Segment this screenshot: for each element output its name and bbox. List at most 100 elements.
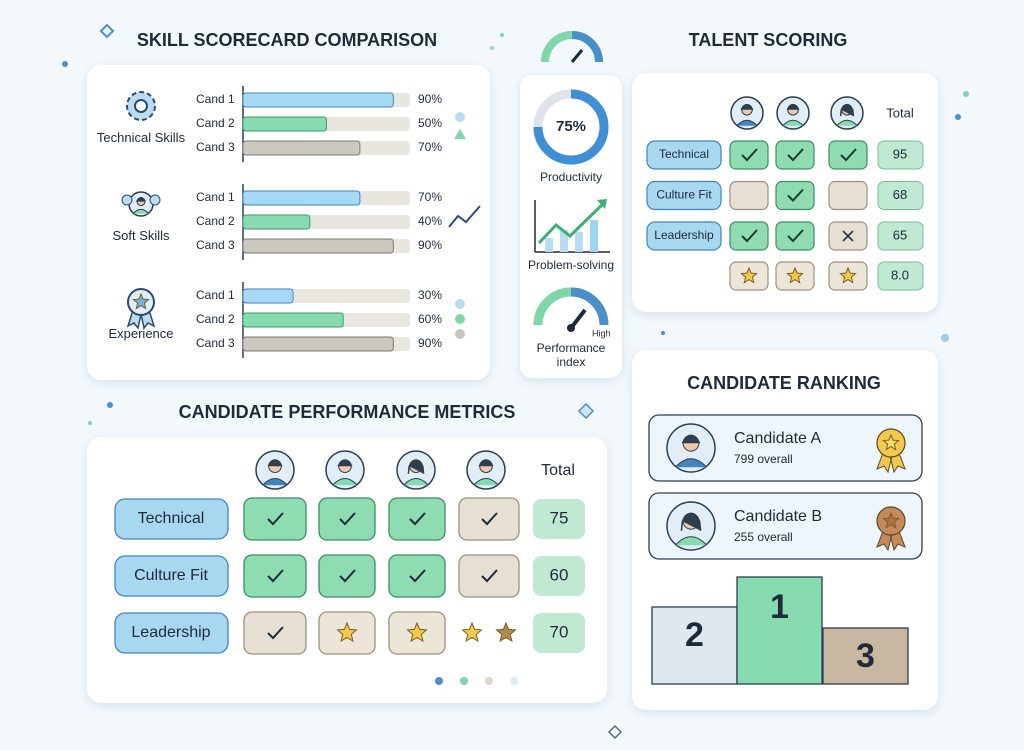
score-cell	[318, 554, 376, 598]
score-cell	[318, 497, 376, 541]
avatar-hair	[337, 459, 353, 467]
row-label: Technical	[659, 147, 709, 161]
top-gauge-icon	[541, 31, 603, 63]
check-icon	[787, 188, 804, 202]
avatar-hair	[681, 434, 701, 444]
group-label: Experience	[108, 326, 174, 341]
star-icon	[336, 621, 358, 643]
check-icon	[741, 148, 758, 162]
podium-block	[736, 576, 823, 685]
row-label: Technical	[138, 510, 205, 527]
group-label: Technical Skills	[96, 130, 186, 145]
check-icon	[267, 626, 284, 640]
row-pill	[646, 221, 722, 251]
value-label: 30%	[418, 288, 442, 302]
cross-icon	[842, 230, 854, 242]
check-icon	[840, 148, 857, 162]
gauge-level: High	[592, 328, 611, 338]
people-left	[121, 194, 133, 206]
problem-solving-icon	[534, 199, 610, 253]
check-icon	[267, 569, 284, 583]
candidate-name: Candidate B	[734, 508, 822, 525]
gear-hub	[134, 99, 148, 113]
total-cell	[877, 221, 924, 251]
score-cell	[729, 140, 769, 170]
star-icon	[740, 266, 758, 284]
value-label: 90%	[418, 336, 442, 350]
score-cell	[458, 554, 520, 598]
podium-place: 1	[770, 588, 789, 626]
avatar-body	[403, 478, 429, 486]
score-cell	[388, 497, 446, 541]
performance-gauge	[533, 287, 609, 332]
row-pill	[114, 555, 229, 597]
value-label: 40%	[418, 214, 442, 228]
star-icon	[406, 621, 428, 643]
score-cell	[828, 180, 868, 211]
metrics-title: CANDIDATE PERFORMANCE METRICS	[179, 402, 516, 422]
total-cell	[533, 556, 585, 596]
score-cell	[243, 497, 307, 541]
row-pill	[114, 498, 229, 540]
row-label: Cand 2	[196, 312, 235, 326]
check-icon	[339, 569, 356, 583]
total-cell	[533, 499, 585, 539]
row-pill	[646, 140, 722, 170]
check-icon	[267, 512, 284, 526]
star-icon	[495, 621, 517, 643]
row-label: Cand 1	[196, 288, 235, 302]
row-label: Cand 2	[196, 214, 235, 228]
check-icon	[787, 229, 804, 243]
avatar-body	[675, 458, 707, 468]
row-label: Cand 1	[196, 190, 235, 204]
row-label: Cand 3	[196, 238, 235, 252]
bar	[242, 116, 327, 132]
total-header: Total	[886, 105, 914, 120]
check-icon	[339, 512, 356, 526]
total-value: 60	[550, 565, 569, 584]
bar	[242, 312, 344, 328]
medal-ribbon	[876, 452, 906, 474]
row-label: Cand 2	[196, 116, 235, 130]
people-right	[149, 194, 161, 206]
candidate-card	[648, 414, 923, 482]
row-label: Culture Fit	[656, 188, 712, 202]
value-label: 90%	[418, 92, 442, 106]
candidate-score: 255 overall	[734, 530, 793, 544]
candidate-card	[648, 492, 923, 560]
value-label: 50%	[418, 116, 442, 130]
total-header: Total	[541, 462, 575, 479]
avatar-hair	[407, 459, 425, 474]
star-icon	[882, 433, 900, 451]
bar	[242, 214, 311, 230]
podium-place: 3	[856, 637, 875, 675]
total-value: 70	[550, 622, 569, 641]
kpi-label: Problem-solving	[528, 258, 614, 272]
row-label: Cand 1	[196, 92, 235, 106]
value-label: 60%	[418, 312, 442, 326]
podium-block	[822, 627, 909, 685]
avatar-body	[132, 208, 150, 214]
score-cell	[775, 221, 815, 251]
score-cell	[729, 221, 769, 251]
medal-ribbon	[876, 530, 906, 552]
avatar-hair	[136, 196, 146, 202]
scorecard-title: SKILL SCORECARD COMPARISON	[137, 30, 437, 50]
check-icon	[787, 148, 804, 162]
row-label: Cand 3	[196, 140, 235, 154]
check-icon	[409, 569, 426, 583]
bar	[242, 190, 361, 206]
score-cell	[729, 180, 769, 211]
star-icon	[461, 621, 483, 643]
avatar-body	[332, 478, 358, 486]
avatar-body	[262, 478, 288, 486]
bar	[242, 288, 294, 304]
check-icon	[409, 512, 426, 526]
podium-place: 2	[685, 616, 704, 654]
score-cell	[243, 554, 307, 598]
star-icon	[882, 511, 900, 529]
score-cell	[388, 554, 446, 598]
bar	[242, 92, 394, 108]
avatar-body	[736, 119, 758, 127]
